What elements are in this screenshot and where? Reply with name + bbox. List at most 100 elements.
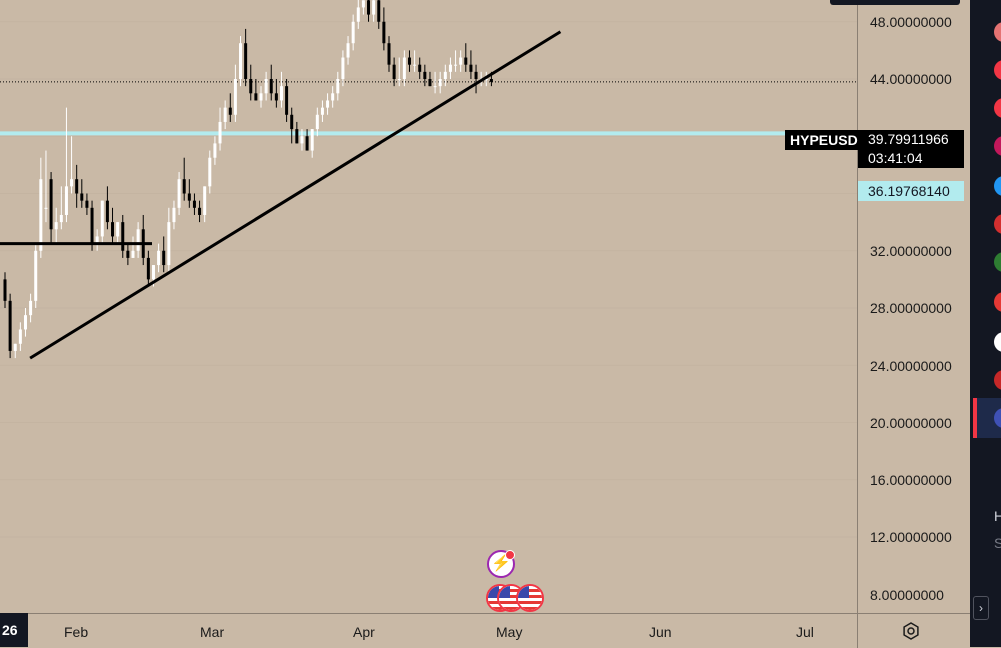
candle-body xyxy=(187,193,191,201)
watchlist-symbol-icon[interactable] xyxy=(994,292,1001,312)
price-tick-label: 24.00000000 xyxy=(870,358,952,374)
candle-body xyxy=(167,222,171,266)
candle-body xyxy=(157,250,161,266)
candle-body xyxy=(310,129,314,151)
candle-body xyxy=(418,64,422,72)
candle-body xyxy=(489,79,493,82)
candle-body xyxy=(315,114,319,130)
candle-body xyxy=(290,114,294,130)
price-tick-label: 12.00000000 xyxy=(870,529,952,545)
watchlist-symbol-icon[interactable] xyxy=(994,370,1001,390)
candle-body xyxy=(198,207,202,215)
time-axis[interactable]: Feb Mar Apr May Jun Jul xyxy=(0,613,857,648)
candle-body xyxy=(23,315,27,330)
candle-body xyxy=(392,64,396,79)
panel-text: H xyxy=(994,508,1001,524)
candle-body xyxy=(249,79,253,94)
time-label: May xyxy=(496,624,523,640)
candle-body xyxy=(346,43,350,58)
candlestick-chart[interactable] xyxy=(0,0,857,613)
candle-body xyxy=(356,7,360,22)
candle-body xyxy=(192,200,196,208)
trendline[interactable] xyxy=(29,30,562,360)
candle-body xyxy=(443,71,447,79)
candle-body xyxy=(49,179,53,230)
watchlist-symbol-icon[interactable] xyxy=(994,332,1001,352)
price-tick-label: 16.00000000 xyxy=(870,472,952,488)
candle-body xyxy=(162,250,166,266)
candle-body xyxy=(320,107,324,115)
watchlist-symbol-icon[interactable] xyxy=(994,176,1001,196)
candle-body xyxy=(244,43,248,79)
bar-countdown: 03:41:04 xyxy=(868,150,923,166)
flash-event-icon[interactable]: ⚡ xyxy=(487,550,515,578)
notification-dot xyxy=(505,550,515,560)
candles xyxy=(3,0,493,359)
chevron-right-icon[interactable]: › xyxy=(973,596,989,620)
candle-body xyxy=(341,57,345,79)
gear-icon[interactable] xyxy=(902,622,920,640)
candle-body xyxy=(300,136,304,144)
candle-body xyxy=(351,21,355,44)
watchlist-symbol-icon[interactable] xyxy=(994,214,1001,234)
candle-body xyxy=(377,0,381,22)
panel-text: S xyxy=(994,535,1001,551)
price-axis[interactable]: 48.00000000 44.00000000 32.00000000 28.0… xyxy=(857,0,971,613)
watchlist-symbol-icon[interactable] xyxy=(994,98,1001,118)
candle-body xyxy=(121,222,125,251)
candle-body xyxy=(459,57,463,65)
candle-body xyxy=(279,86,283,101)
watchlist-symbol-icon[interactable] xyxy=(994,136,1001,156)
candle-body xyxy=(111,222,115,237)
candle-body xyxy=(54,222,58,230)
candle-body xyxy=(413,64,417,66)
candle-body xyxy=(80,193,84,201)
candle-body xyxy=(59,214,63,223)
candle-body xyxy=(218,121,222,144)
price-tick-label: 20.00000000 xyxy=(870,415,952,431)
top-handle[interactable] xyxy=(830,0,960,5)
candle-body xyxy=(228,107,232,115)
candle-body xyxy=(116,222,120,237)
candle-body xyxy=(423,71,427,79)
time-label: Jul xyxy=(796,624,814,640)
candle-body xyxy=(213,143,217,158)
candle-body xyxy=(151,265,155,280)
watchlist-symbol-icon[interactable] xyxy=(994,252,1001,272)
candle-body xyxy=(126,250,130,258)
price-tick-label: 8.00000000 xyxy=(870,587,944,603)
candle-body xyxy=(95,236,99,244)
candle-body xyxy=(90,207,94,244)
watchlist-panel: H S › xyxy=(970,0,1001,647)
time-label: Mar xyxy=(200,624,225,640)
candle-body xyxy=(223,107,227,122)
candle-body xyxy=(172,207,176,223)
chart-pane[interactable]: ⚡ xyxy=(0,0,857,613)
candle-body xyxy=(367,0,371,15)
watchlist-symbol-icon[interactable] xyxy=(994,22,1001,42)
candle-body xyxy=(372,0,376,15)
candle-body xyxy=(100,200,104,237)
price-tick-label: 44.00000000 xyxy=(870,71,952,87)
candle-body xyxy=(264,79,268,94)
candle-body xyxy=(433,86,437,88)
candle-body xyxy=(70,179,74,187)
time-label: Apr xyxy=(353,624,375,640)
candle-body xyxy=(208,157,212,187)
last-price-value: 39.79911966 xyxy=(868,131,949,147)
candle-body xyxy=(64,186,68,215)
candle-body xyxy=(44,207,48,209)
symbol-badge: HYPEUSD xyxy=(785,130,863,150)
candle-body xyxy=(274,93,278,101)
level-price-badge: 36.19768140 xyxy=(858,181,964,201)
us-flag-icon[interactable] xyxy=(516,584,544,612)
time-label: Jun xyxy=(649,624,672,640)
candle-body xyxy=(3,279,7,301)
last-price-badge: 39.79911966 03:41:04 xyxy=(858,130,964,168)
candle-body xyxy=(484,79,488,80)
watchlist-symbol-icon[interactable] xyxy=(994,408,1001,428)
candle-body xyxy=(105,200,109,223)
candle-body xyxy=(39,179,43,251)
candle-body xyxy=(136,229,140,251)
watchlist-symbol-icon[interactable] xyxy=(994,60,1001,80)
